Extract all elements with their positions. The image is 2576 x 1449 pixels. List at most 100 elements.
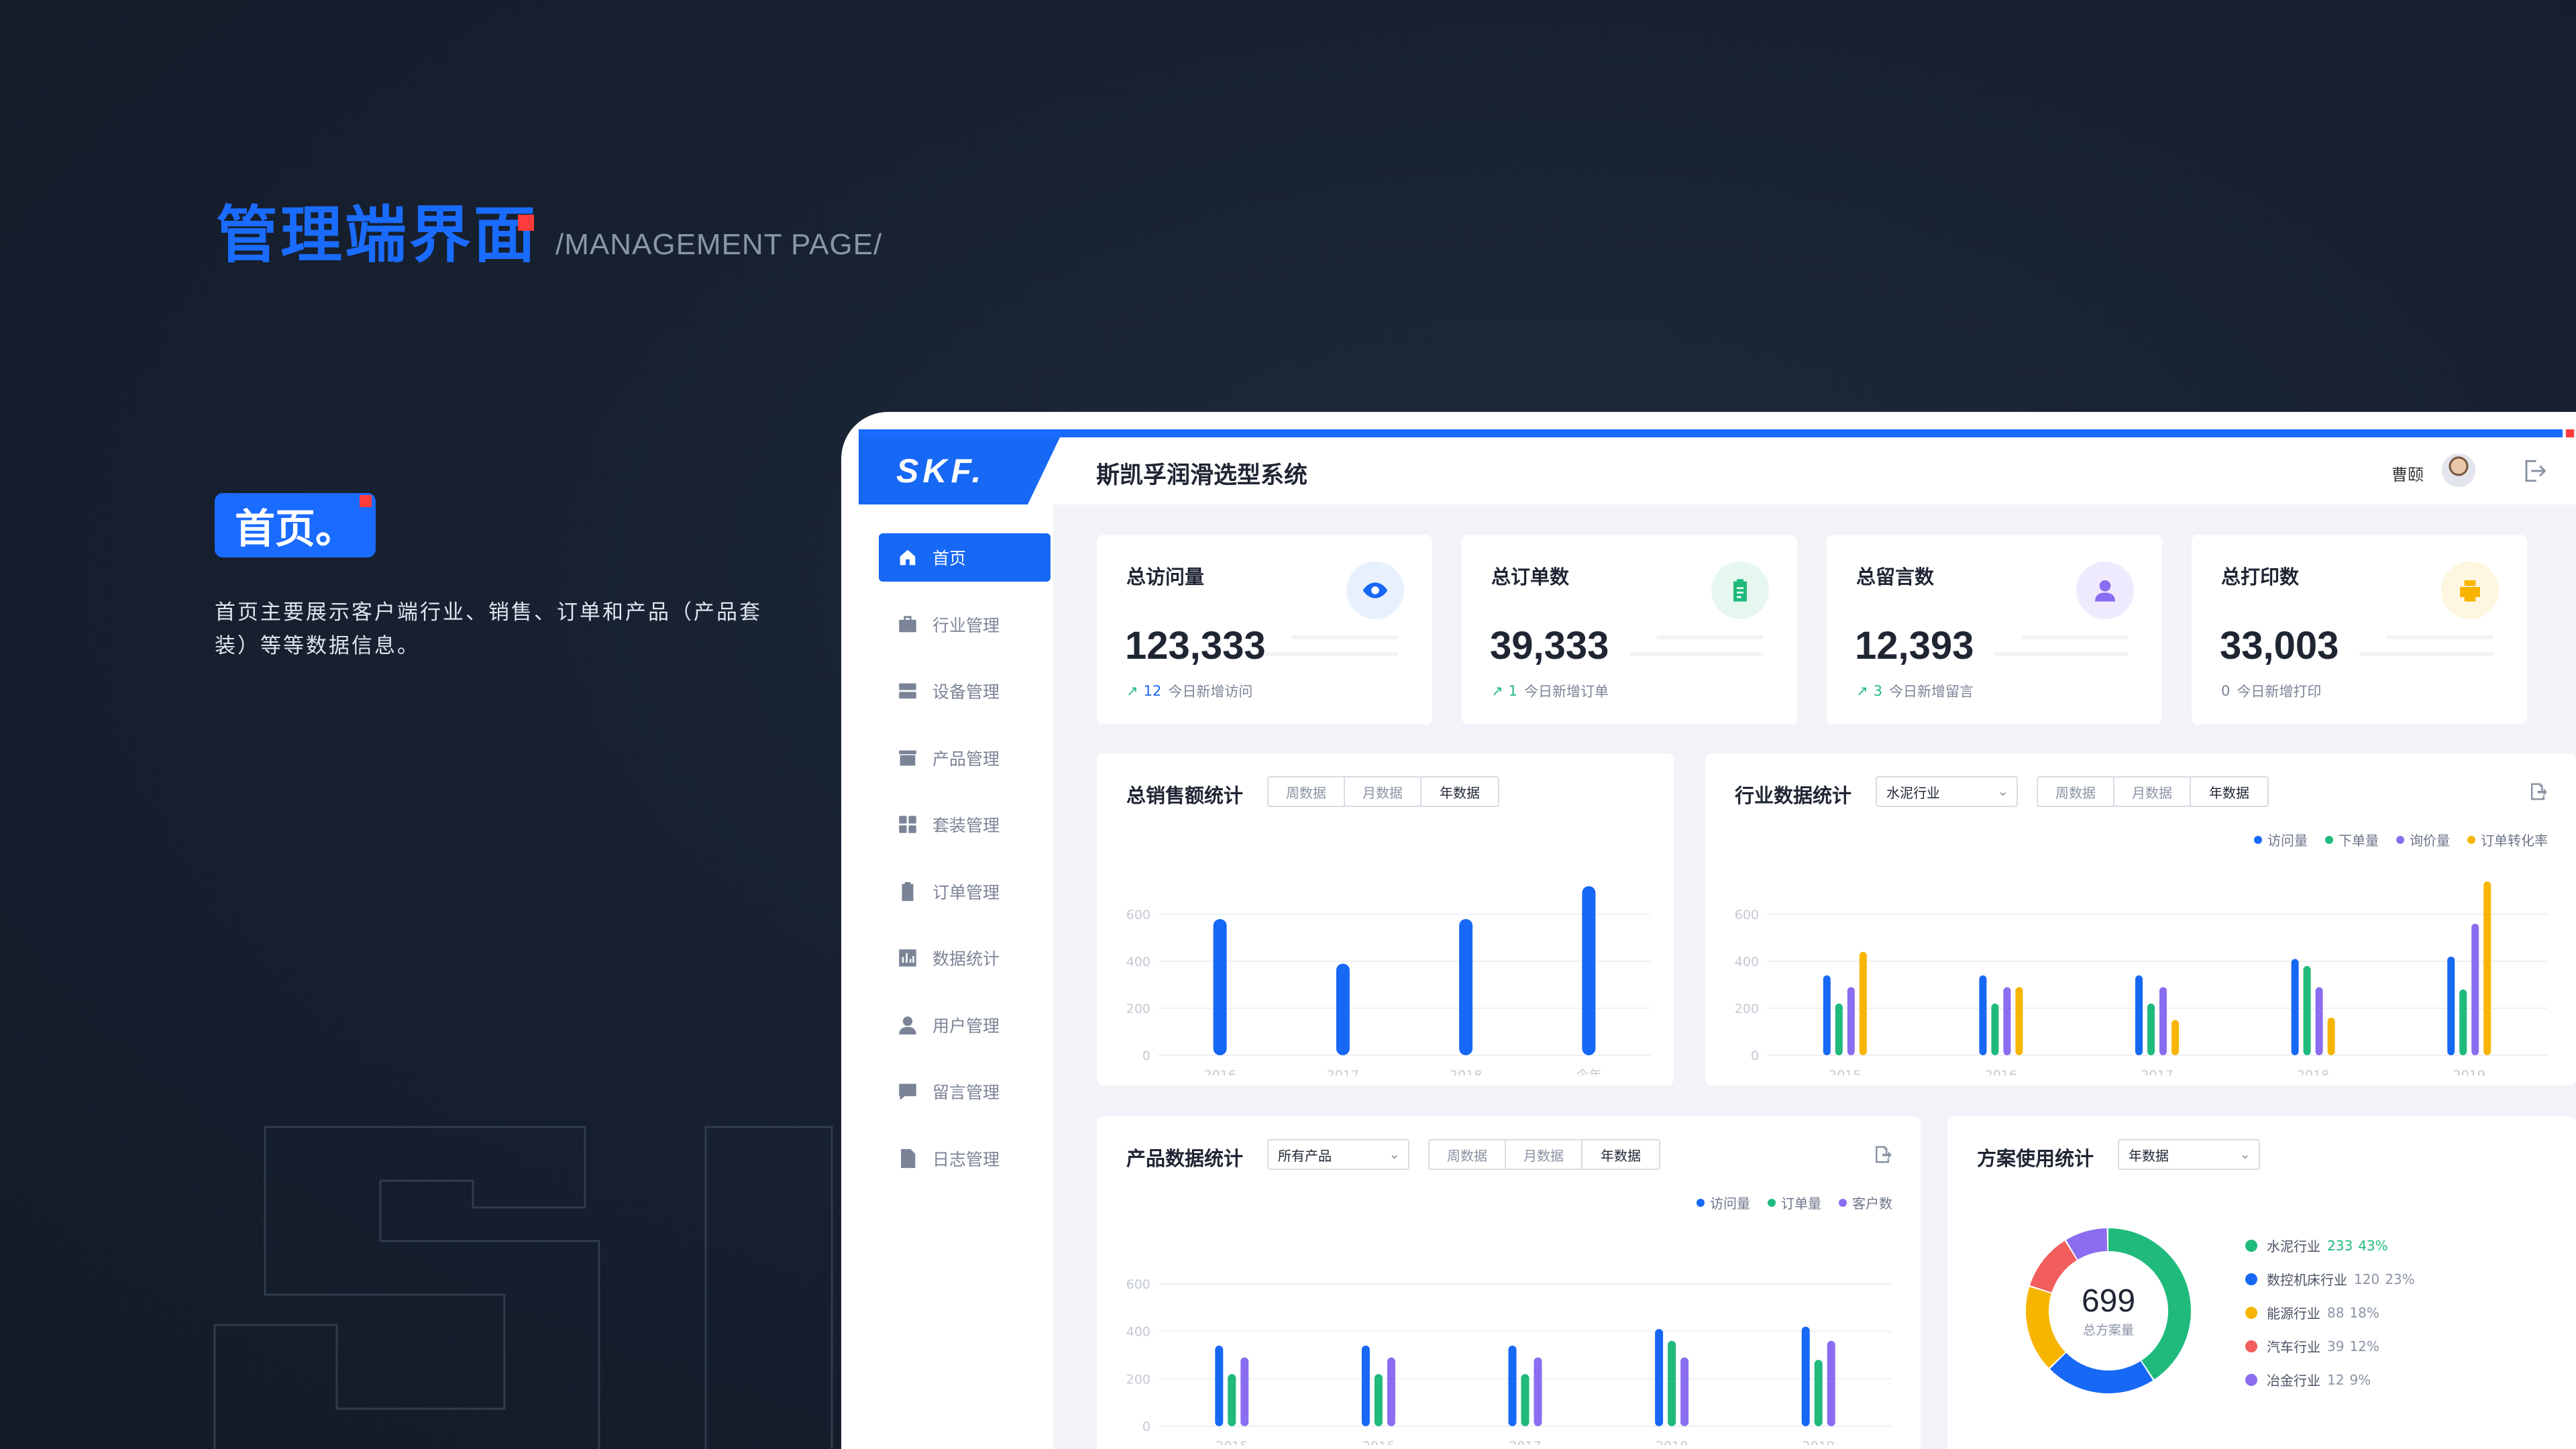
sidebar-item-label: 留言管理 [932,1083,1000,1102]
message-icon [899,1083,916,1100]
tab-week[interactable]: 周数据 [1430,1140,1506,1169]
industry-chart-card: 行业数据统计 水泥行业 ⌄ 周数据 月数据 年数据 访问量 下单量 询价量 订单转… [1705,753,2576,1085]
stat-delta: 3 [1873,683,1882,699]
tab-week[interactable]: 周数据 [1269,777,1345,806]
donut-slice [2030,1240,2078,1293]
legend-dot [2245,1273,2257,1285]
plan-legend-item: 能源行业 88 18% [2245,1303,2379,1322]
chevron-down-icon: ⌄ [1389,1146,1400,1162]
bar [1814,1360,1823,1426]
trend-up-icon: ↗ [1126,683,1138,699]
bar [1582,886,1596,1055]
sidebar-item-3[interactable]: 产品管理 [879,734,1051,782]
bar [1215,1345,1224,1426]
sidebar-item-1[interactable]: 行业管理 [879,600,1051,649]
tab-week[interactable]: 周数据 [2038,777,2114,806]
logout-icon[interactable] [2519,456,2548,486]
bar [1361,1345,1370,1426]
stat-label: 总访问量 [1126,566,1205,588]
bar [1508,1345,1517,1426]
sales-period-tabs: 周数据 月数据 年数据 [1267,776,1499,807]
tab-year[interactable]: 年数据 [1440,784,1480,801]
tab-month[interactable]: 月数据 [1345,777,1421,806]
legend-item: 客户数 [1839,1193,1892,1212]
eye-icon [1362,582,1388,598]
x-tick-label: 2018 [2297,1068,2329,1075]
stat-value: 39,333 [1490,624,1609,667]
industry-select[interactable]: 水泥行业 ⌄ [1876,776,2018,807]
sidebar-item-0[interactable]: 首页 [879,533,1051,582]
plan-percent: 18% [2349,1304,2379,1321]
bar [1859,952,1867,1055]
decorative-outline-logo [213,1126,833,1449]
progress-accent-dot [2566,429,2574,437]
tab-month[interactable]: 月数据 [1506,1140,1582,1169]
legend-item: 订单转化率 [2467,830,2548,849]
plan-select-value: 年数据 [2129,1147,2169,1164]
presentation-subtitle: /MANAGEMENT PAGE/ [555,228,883,261]
export-icon[interactable] [2528,782,2548,802]
plan-percent: 23% [2385,1271,2415,1287]
plan-usage-card: 方案使用统计 年数据 ⌄ 699 总方案量 水泥行业 233 43% 数控机床行业 120… [1947,1116,2576,1449]
plan-period-select[interactable]: 年数据 ⌄ [2118,1139,2260,1170]
trend-up-icon: ↗ [1491,683,1503,699]
product-chart-card: 产品数据统计 所有产品 ⌄ 周数据 月数据 年数据 访问量 订单量 客户数 0 20… [1097,1116,1921,1449]
product-period-tabs: 周数据 月数据 年数据 [1428,1139,1660,1170]
plan-name: 能源行业 [2267,1305,2320,1322]
placeholder-line [2359,652,2493,656]
sidebar-item-8[interactable]: 留言管理 [879,1067,1051,1116]
bar [2291,959,2299,1055]
plan-name: 水泥行业 [2267,1238,2320,1254]
plan-name: 数控机床行业 [2267,1272,2347,1288]
system-title: 斯凯孚润滑选型系统 [1096,462,1308,489]
bar [2159,987,2167,1055]
grid-icon [899,816,916,833]
bar [2459,989,2467,1055]
user-name[interactable]: 曹颐 [2392,466,2424,484]
export-icon[interactable] [1872,1144,1892,1165]
plan-legend-item: 冶金行业 12 9% [2245,1370,2371,1389]
presentation-title: 管理端界面 [216,199,539,271]
industry-period-tabs: 周数据 月数据 年数据 [2037,776,2269,807]
clipboard-icon [902,881,914,901]
y-tick-label: 600 [1735,908,1759,922]
x-tick-label: 今年 [1576,1068,1601,1075]
sales-chart-card: 总销售额统计 周数据 月数据 年数据 0 200 400 600 2016 2017 201… [1097,753,1674,1085]
donut-center-value: 699 [2081,1283,2136,1319]
bar [1668,1340,1676,1426]
bar [2303,966,2311,1055]
bar [1374,1374,1383,1426]
sidebar-item-7[interactable]: 用户管理 [879,1001,1051,1049]
bar [1213,919,1227,1055]
sidebar-item-5[interactable]: 订单管理 [879,867,1051,916]
placeholder-line [1994,652,2129,656]
bar [1387,1357,1395,1426]
y-tick-label: 200 [1735,1002,1759,1016]
plan-legend-item: 数控机床行业 120 23% [2245,1269,2415,1289]
bar [1534,1357,1542,1426]
x-tick-label: 2017 [1509,1439,1541,1445]
sidebar-item-9[interactable]: 日志管理 [879,1134,1051,1183]
product-select[interactable]: 所有产品 ⌄ [1267,1139,1409,1170]
sidebar-item-2[interactable]: 设备管理 [879,667,1051,715]
badge-accent-dot [360,495,372,507]
tab-year[interactable]: 年数据 [2209,784,2249,801]
bar [1979,975,1987,1055]
x-tick-label: 2015 [1216,1439,1248,1445]
avatar[interactable] [2442,453,2475,487]
sidebar-item-label: 产品管理 [932,749,1000,769]
bar [2327,1018,2335,1055]
donut-slice [2108,1228,2191,1380]
sidebar-item-6[interactable]: 数据统计 [879,934,1051,982]
sidebar-item-label: 订单管理 [932,882,1000,902]
stat-value: 33,003 [2220,624,2339,667]
bar [1847,987,1855,1055]
tab-year[interactable]: 年数据 [1601,1147,1641,1164]
sidebar-item-4[interactable]: 套装管理 [879,800,1051,849]
brand-logo[interactable]: SKF. [859,437,1060,504]
y-tick-label: 600 [1126,1277,1150,1292]
stat-note: 今日新增访问 [1168,684,1253,700]
tab-month[interactable]: 月数据 [2114,777,2191,806]
industry-select-value: 水泥行业 [1886,784,1940,801]
briefcase-icon [899,615,916,632]
